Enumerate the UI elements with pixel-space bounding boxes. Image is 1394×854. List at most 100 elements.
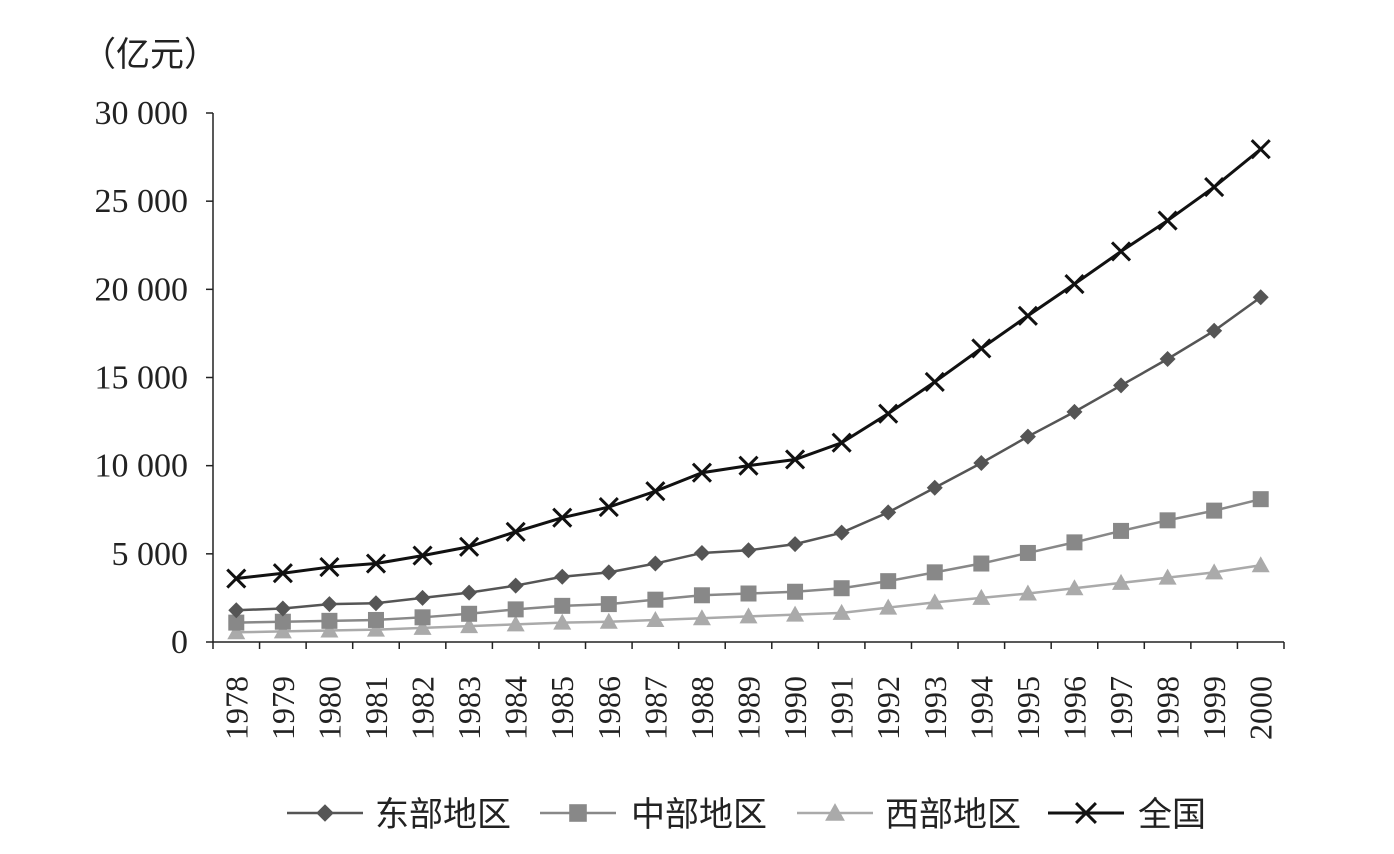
- legend-marker: [569, 804, 587, 822]
- x-tick-label: 1980: [311, 676, 347, 740]
- x-tick-label: 1991: [824, 676, 860, 740]
- legend-item: 全国: [1048, 796, 1206, 834]
- data-point: [507, 577, 524, 594]
- data-point: [506, 615, 525, 632]
- data-point: [693, 587, 710, 604]
- series-diamond: [228, 289, 1269, 619]
- data-point: [226, 568, 247, 589]
- data-point: [600, 596, 617, 613]
- x-tick-label: 1984: [498, 676, 534, 740]
- data-point: [227, 623, 246, 640]
- data-point: [880, 504, 897, 521]
- data-point: [274, 613, 291, 630]
- y-tick-label: 5 000: [112, 536, 189, 573]
- x-axis-ticks: 1978 1979 1980 1981 1982 1983 1984 1985 1986 1987…: [212, 642, 1285, 740]
- data-point: [1204, 176, 1225, 198]
- x-tick-label: 1994: [963, 676, 999, 740]
- data-point: [926, 479, 943, 496]
- data-point: [460, 617, 479, 634]
- data-point: [1019, 428, 1036, 445]
- legend-label: 中部地区: [631, 796, 767, 834]
- data-point: [1065, 579, 1084, 596]
- legend-label: 东部地区: [375, 796, 511, 834]
- data-point: [647, 591, 664, 608]
- legend: 东部地区 中部地区 西部地区 全国: [287, 796, 1206, 834]
- legend-item: 中部地区: [540, 796, 767, 834]
- data-point: [739, 607, 758, 624]
- y-tick-label: 25 000: [95, 183, 189, 220]
- data-point: [367, 611, 384, 628]
- data-point: [1205, 563, 1224, 580]
- data-point: [321, 596, 338, 613]
- series-triangle: [227, 556, 1270, 640]
- data-point: [925, 593, 944, 610]
- data-point: [507, 601, 524, 618]
- data-point: [1064, 273, 1085, 295]
- data-point: [1251, 556, 1270, 573]
- x-tick-label: 1995: [1010, 676, 1046, 740]
- data-point: [740, 542, 757, 559]
- series-layer: [226, 139, 1271, 640]
- data-point: [645, 481, 666, 502]
- x-tick-label: 1982: [405, 676, 441, 740]
- data-point: [365, 553, 387, 574]
- data-point: [554, 568, 571, 585]
- data-point: [973, 555, 990, 572]
- data-point: [787, 536, 804, 553]
- data-point: [367, 595, 384, 612]
- data-point: [461, 584, 478, 601]
- legend-marker: [316, 804, 334, 822]
- legend-label: 全国: [1138, 796, 1206, 834]
- data-point: [413, 618, 432, 635]
- data-point: [598, 497, 619, 518]
- data-point: [831, 432, 852, 453]
- data-point: [879, 598, 898, 615]
- legend-label: 西部地区: [885, 796, 1021, 834]
- data-point: [1017, 305, 1038, 326]
- x-tick-label: 1989: [731, 676, 767, 740]
- legend-item: 西部地区: [797, 796, 1021, 834]
- data-point: [1113, 377, 1130, 394]
- y-tick-label: 0: [171, 624, 188, 661]
- data-point: [1066, 534, 1083, 551]
- series-line: [236, 147, 1262, 581]
- data-point: [924, 371, 945, 392]
- data-point: [412, 545, 433, 566]
- legend-item: 东部地区: [287, 796, 511, 834]
- data-point: [971, 338, 992, 359]
- data-point: [785, 449, 806, 470]
- data-point: [274, 600, 291, 617]
- x-tick-label: 1988: [684, 676, 720, 740]
- data-point: [552, 507, 573, 528]
- data-point: [880, 573, 897, 590]
- data-point: [600, 564, 617, 581]
- data-point: [926, 564, 943, 581]
- y-tick-label: 10 000: [95, 448, 189, 485]
- data-point: [320, 621, 339, 638]
- y-axis-unit-label: （亿元）: [82, 36, 218, 74]
- data-point: [1110, 241, 1132, 262]
- x-tick-label: 1993: [917, 676, 953, 740]
- data-point: [553, 613, 572, 630]
- data-point: [228, 602, 245, 619]
- data-point: [273, 622, 292, 639]
- series-line: [236, 296, 1262, 612]
- data-point: [461, 605, 478, 622]
- x-tick-label: 1983: [451, 676, 487, 740]
- data-point: [972, 588, 991, 605]
- x-tick-label: 1992: [870, 676, 906, 740]
- data-point: [1252, 491, 1269, 508]
- x-tick-label: 1979: [265, 676, 301, 740]
- x-tick-label: 1986: [591, 676, 627, 740]
- data-point: [366, 620, 385, 637]
- data-point: [1019, 544, 1036, 561]
- data-point: [693, 544, 710, 561]
- data-point: [1112, 573, 1131, 590]
- y-axis-ticks: 0 5 000 10 000 15 000 20 000 25 000 30 000: [95, 95, 213, 661]
- data-point: [554, 597, 571, 614]
- data-point: [414, 589, 431, 606]
- data-point: [1158, 568, 1177, 585]
- data-point: [459, 536, 480, 557]
- x-tick-label: 1978: [218, 676, 254, 740]
